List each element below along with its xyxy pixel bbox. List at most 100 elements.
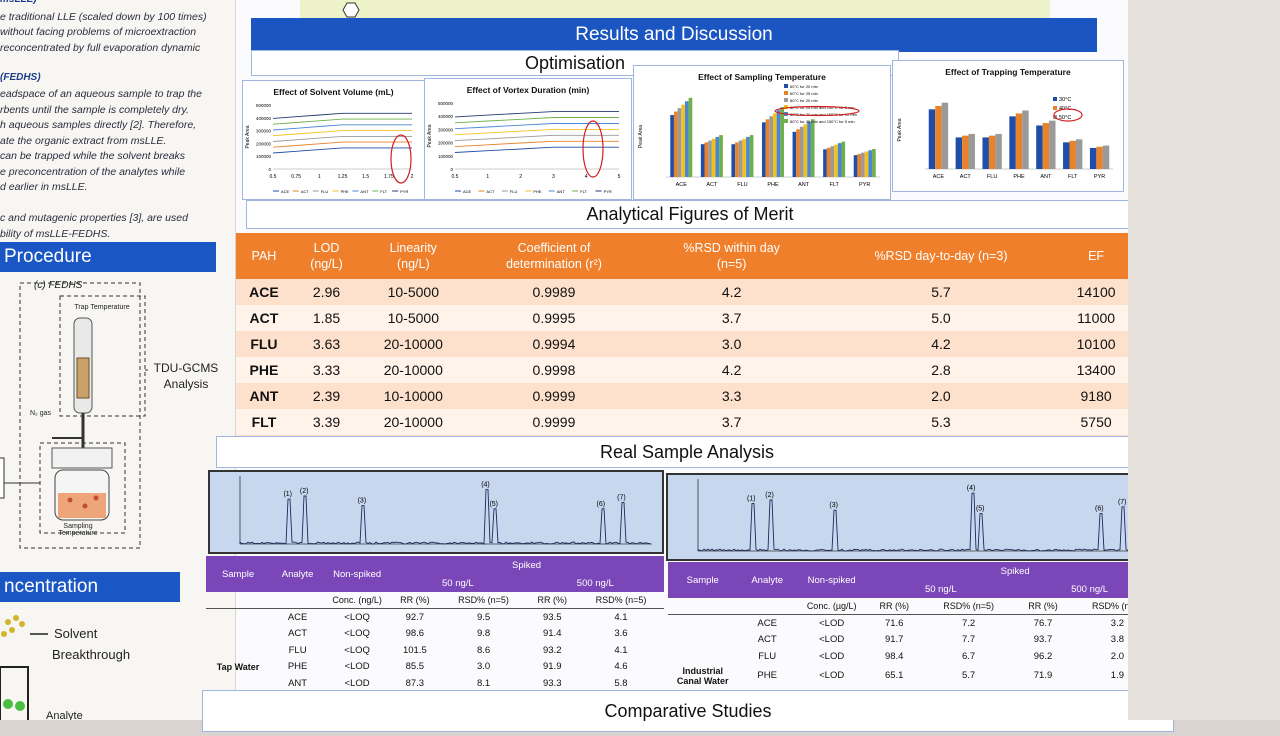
tick-label: 300000 xyxy=(438,127,454,132)
header-cell: Analyte xyxy=(737,562,797,598)
tick-label: ACT xyxy=(706,182,718,188)
chart-sampling-temperature: Effect of Sampling Temperature Peak Area… xyxy=(633,65,891,200)
recovery-cell: 101.5 xyxy=(389,642,440,659)
tick-label: 1.5 xyxy=(362,174,369,180)
sample-cell xyxy=(668,632,737,649)
tick-label: ACT xyxy=(960,174,972,180)
bar xyxy=(674,112,678,177)
sample-cell xyxy=(206,642,270,659)
bar xyxy=(1090,148,1096,169)
tick-label: FLU xyxy=(987,174,997,180)
optimisation-title: Optimisation xyxy=(525,53,625,73)
comparative-title: Comparative Studies xyxy=(604,701,771,721)
legend-entry: PYR xyxy=(400,189,408,194)
axis-label: Peak Area xyxy=(897,118,903,141)
recovery-cell: <LOD xyxy=(797,665,866,687)
tick-label: FLU xyxy=(737,182,747,188)
series-line xyxy=(273,142,412,147)
tick-label: 400000 xyxy=(438,114,454,119)
bar xyxy=(823,149,827,177)
subheader-cell: RR (%) xyxy=(389,592,440,609)
bar xyxy=(935,106,941,169)
n2-label: N₂ gas xyxy=(30,410,51,417)
legend-swatch xyxy=(784,98,788,102)
merit-cell: 0.9989 xyxy=(465,279,642,305)
tick-label: FLT xyxy=(1068,174,1078,180)
series-line xyxy=(455,129,619,134)
bar xyxy=(1036,125,1042,169)
comparative-box: Comparative Studies xyxy=(202,690,1174,732)
merit-cell: 10-5000 xyxy=(361,279,465,305)
tick-label: 4 xyxy=(585,174,588,180)
header-cell: 500 ng/L xyxy=(527,574,664,592)
recovery-cell: ACT xyxy=(270,626,325,643)
tick-label: 500000 xyxy=(256,103,272,108)
left-text-line: (FEDHS) xyxy=(0,72,41,83)
legend-swatch xyxy=(784,84,788,88)
recovery-cell: 91.4 xyxy=(527,626,578,643)
table-row: FLU<LOD98.46.796.22.0 xyxy=(668,648,1164,665)
merit-header-cell: %RSD within day(n=5) xyxy=(643,233,821,279)
tick-label: 1.25 xyxy=(338,174,348,180)
left-poster-column: msLLE)e traditional LLE (scaled down by … xyxy=(0,0,235,720)
bar xyxy=(872,149,876,177)
merit-cell: 10-10000 xyxy=(361,383,465,409)
table-row: ACT<LOQ98.69.891.43.6 xyxy=(206,626,664,643)
tick-label: 1 xyxy=(486,174,489,180)
tick-label: PHE xyxy=(1013,174,1025,180)
peak-label: (2) xyxy=(300,488,309,495)
axis-label: Peak Area xyxy=(245,125,251,148)
tick-label: 0.75 xyxy=(291,174,301,180)
real-sample-title: Real Sample Analysis xyxy=(600,442,774,462)
merit-cell: 11000 xyxy=(1061,305,1131,331)
subheader-cell: Conc. (µg/L) xyxy=(797,598,866,615)
series-line xyxy=(273,113,412,118)
recovery-cell: 98.6 xyxy=(389,626,440,643)
table-row: FLT3.3920-100000.99993.75.35750 xyxy=(236,409,1131,435)
bar xyxy=(742,139,746,177)
chromatogram-tap-water: (1)(2)(3)(4)(5)(6)(7) xyxy=(208,470,664,554)
sample-cell xyxy=(668,648,737,665)
subheader-cell: RSD% (n=5) xyxy=(441,592,527,609)
bar xyxy=(793,132,797,177)
left-text-line: reconcentrated by full evaporation dynam… xyxy=(0,41,230,57)
axis-label: Peak Area xyxy=(638,125,644,148)
header-cell: Spiked xyxy=(866,562,1164,580)
legend-entry: ACT xyxy=(486,189,495,194)
header-cell: Sample xyxy=(206,556,270,592)
chart-vortex-duration: Effect of Vortex Duration (min) Peak Are… xyxy=(424,78,632,200)
series-line xyxy=(455,118,619,123)
table-row: ACE<LOQ92.79.593.54.1 xyxy=(206,609,664,626)
merit-cell: 3.63 xyxy=(292,331,361,357)
procedure-title: Procedure xyxy=(4,246,92,267)
bar xyxy=(1049,121,1055,169)
tick-label: 2 xyxy=(519,174,522,180)
bar xyxy=(766,119,770,177)
legend-swatch xyxy=(784,119,788,123)
recovery-cell: 91.9 xyxy=(527,659,578,676)
hexagon-icon xyxy=(338,1,362,19)
recovery-cell: 8.6 xyxy=(441,642,527,659)
axis-label: Peak Area xyxy=(427,124,433,147)
merit-cell: 4.2 xyxy=(821,331,1061,357)
merit-cell: 3.7 xyxy=(643,409,821,435)
merit-cell: 14100 xyxy=(1061,279,1131,305)
recovery-cell: 5.7 xyxy=(922,665,1015,687)
series-line xyxy=(273,119,412,124)
left-text-line: rbents until the sample is completely dr… xyxy=(0,103,230,119)
merit-cell: 2.96 xyxy=(292,279,361,305)
tdu-gcms-label: TDU-GCMS Analysis xyxy=(146,360,226,392)
sample-cell: Industrial Canal Water xyxy=(668,665,737,687)
bar xyxy=(780,107,784,177)
merit-cell: 4.2 xyxy=(643,357,821,383)
bar xyxy=(746,137,750,177)
bar xyxy=(796,129,800,177)
merit-cell: 9180 xyxy=(1061,383,1131,409)
legend-entry: 60°C for 25 min xyxy=(790,91,818,96)
series-line xyxy=(455,141,619,146)
left-text-line: h aqueous samples directly [2]. Therefor… xyxy=(0,118,230,134)
merit-cell: 0.9994 xyxy=(465,331,642,357)
tick-label: PYR xyxy=(1094,174,1105,180)
recovery-cell: 93.7 xyxy=(1015,632,1071,649)
bar xyxy=(995,134,1001,169)
